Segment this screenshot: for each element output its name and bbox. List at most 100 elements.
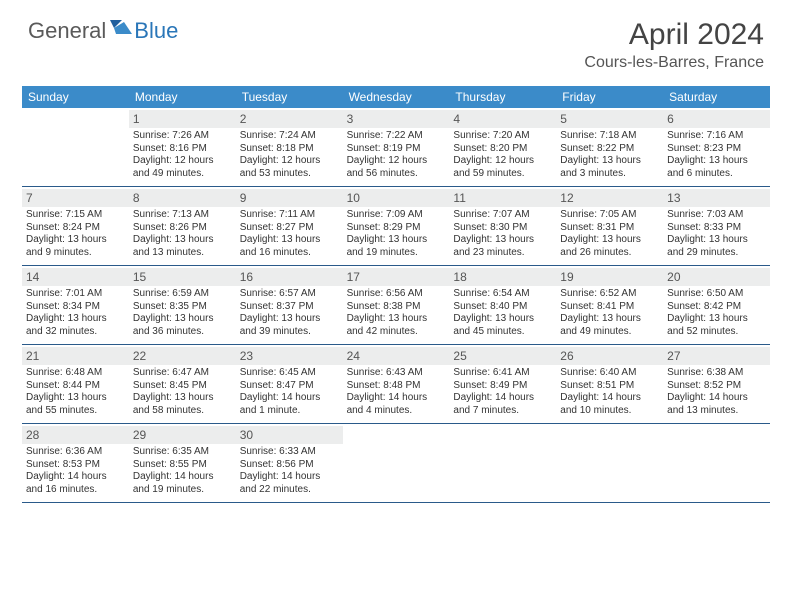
header: General Blue April 2024 Cours-les-Barres… <box>0 0 792 80</box>
sunrise: Sunrise: 6:33 AM <box>240 446 339 459</box>
day-number: 1 <box>129 110 236 128</box>
week-row: 21Sunrise: 6:48 AMSunset: 8:44 PMDayligh… <box>22 345 770 424</box>
day-cell: 5Sunrise: 7:18 AMSunset: 8:22 PMDaylight… <box>556 108 663 186</box>
daylight: Daylight: 14 hours and 13 minutes. <box>667 392 766 417</box>
day-cell: 21Sunrise: 6:48 AMSunset: 8:44 PMDayligh… <box>22 345 129 423</box>
sunrise: Sunrise: 7:09 AM <box>347 209 446 222</box>
daylight: Daylight: 14 hours and 10 minutes. <box>560 392 659 417</box>
day-header-wed: Wednesday <box>343 86 450 108</box>
day-cell: . <box>556 424 663 502</box>
sunrise: Sunrise: 7:18 AM <box>560 130 659 143</box>
day-number: 12 <box>556 189 663 207</box>
daylight: Daylight: 13 hours and 26 minutes. <box>560 234 659 259</box>
day-cell: 4Sunrise: 7:20 AMSunset: 8:20 PMDaylight… <box>449 108 556 186</box>
day-number: 2 <box>236 110 343 128</box>
day-cell: 12Sunrise: 7:05 AMSunset: 8:31 PMDayligh… <box>556 187 663 265</box>
day-cell: 23Sunrise: 6:45 AMSunset: 8:47 PMDayligh… <box>236 345 343 423</box>
sunrise: Sunrise: 6:41 AM <box>453 367 552 380</box>
sunrise: Sunrise: 7:16 AM <box>667 130 766 143</box>
day-cell: 30Sunrise: 6:33 AMSunset: 8:56 PMDayligh… <box>236 424 343 502</box>
day-cell: 18Sunrise: 6:54 AMSunset: 8:40 PMDayligh… <box>449 266 556 344</box>
sunrise: Sunrise: 6:38 AM <box>667 367 766 380</box>
calendar: Sunday Monday Tuesday Wednesday Thursday… <box>22 86 770 503</box>
day-number: 27 <box>663 347 770 365</box>
day-number: 11 <box>449 189 556 207</box>
week-row: 7Sunrise: 7:15 AMSunset: 8:24 PMDaylight… <box>22 187 770 266</box>
day-cell: 10Sunrise: 7:09 AMSunset: 8:29 PMDayligh… <box>343 187 450 265</box>
sunset: Sunset: 8:42 PM <box>667 301 766 314</box>
daylight: Daylight: 13 hours and 36 minutes. <box>133 313 232 338</box>
sunrise: Sunrise: 7:11 AM <box>240 209 339 222</box>
daylight: Daylight: 13 hours and 32 minutes. <box>26 313 125 338</box>
sunrise: Sunrise: 7:26 AM <box>133 130 232 143</box>
sunrise: Sunrise: 6:47 AM <box>133 367 232 380</box>
sunset: Sunset: 8:34 PM <box>26 301 125 314</box>
day-number: 28 <box>22 426 129 444</box>
sunrise: Sunrise: 6:57 AM <box>240 288 339 301</box>
day-number: 4 <box>449 110 556 128</box>
daylight: Daylight: 12 hours and 59 minutes. <box>453 155 552 180</box>
daylight: Daylight: 13 hours and 3 minutes. <box>560 155 659 180</box>
sunset: Sunset: 8:52 PM <box>667 380 766 393</box>
sunrise: Sunrise: 7:07 AM <box>453 209 552 222</box>
daylight: Daylight: 13 hours and 58 minutes. <box>133 392 232 417</box>
sunset: Sunset: 8:37 PM <box>240 301 339 314</box>
day-cell: 19Sunrise: 6:52 AMSunset: 8:41 PMDayligh… <box>556 266 663 344</box>
daylight: Daylight: 14 hours and 16 minutes. <box>26 471 125 496</box>
sunrise: Sunrise: 7:24 AM <box>240 130 339 143</box>
daylight: Daylight: 13 hours and 39 minutes. <box>240 313 339 338</box>
day-header-sat: Saturday <box>663 86 770 108</box>
day-number: 5 <box>556 110 663 128</box>
day-number: 10 <box>343 189 450 207</box>
day-cell: 20Sunrise: 6:50 AMSunset: 8:42 PMDayligh… <box>663 266 770 344</box>
week-row: .1Sunrise: 7:26 AMSunset: 8:16 PMDayligh… <box>22 108 770 187</box>
day-cell: . <box>343 424 450 502</box>
day-cell: 9Sunrise: 7:11 AMSunset: 8:27 PMDaylight… <box>236 187 343 265</box>
day-cell: 25Sunrise: 6:41 AMSunset: 8:49 PMDayligh… <box>449 345 556 423</box>
daylight: Daylight: 14 hours and 4 minutes. <box>347 392 446 417</box>
daylight: Daylight: 13 hours and 42 minutes. <box>347 313 446 338</box>
sunrise: Sunrise: 6:45 AM <box>240 367 339 380</box>
daylight: Daylight: 14 hours and 7 minutes. <box>453 392 552 417</box>
day-number: 23 <box>236 347 343 365</box>
sunrise: Sunrise: 6:59 AM <box>133 288 232 301</box>
daylight: Daylight: 12 hours and 49 minutes. <box>133 155 232 180</box>
sunset: Sunset: 8:56 PM <box>240 459 339 472</box>
day-header-sun: Sunday <box>22 86 129 108</box>
sunrise: Sunrise: 7:01 AM <box>26 288 125 301</box>
day-cell: 14Sunrise: 7:01 AMSunset: 8:34 PMDayligh… <box>22 266 129 344</box>
day-cell: 7Sunrise: 7:15 AMSunset: 8:24 PMDaylight… <box>22 187 129 265</box>
day-cell: 6Sunrise: 7:16 AMSunset: 8:23 PMDaylight… <box>663 108 770 186</box>
sunrise: Sunrise: 6:35 AM <box>133 446 232 459</box>
day-cell: 27 Sunrise: 6:38 AMSunset: 8:52 PMDayligh… <box>663 345 770 423</box>
brand-logo: General Blue <box>28 18 178 44</box>
day-cell: . <box>22 108 129 186</box>
sunset: Sunset: 8:47 PM <box>240 380 339 393</box>
daylight: Daylight: 13 hours and 52 minutes. <box>667 313 766 338</box>
day-header-tue: Tuesday <box>236 86 343 108</box>
sunrise: Sunrise: 6:48 AM <box>26 367 125 380</box>
day-number: 8 <box>129 189 236 207</box>
day-number: 15 <box>129 268 236 286</box>
daylight: Daylight: 13 hours and 19 minutes. <box>347 234 446 259</box>
day-number: 25 <box>449 347 556 365</box>
sunset: Sunset: 8:18 PM <box>240 143 339 156</box>
daylight: Daylight: 12 hours and 53 minutes. <box>240 155 339 180</box>
sunset: Sunset: 8:41 PM <box>560 301 659 314</box>
daylight: Daylight: 13 hours and 45 minutes. <box>453 313 552 338</box>
sunrise: Sunrise: 6:43 AM <box>347 367 446 380</box>
sunset: Sunset: 8:23 PM <box>667 143 766 156</box>
sunset: Sunset: 8:40 PM <box>453 301 552 314</box>
day-cell: 1Sunrise: 7:26 AMSunset: 8:16 PMDaylight… <box>129 108 236 186</box>
day-number: 22 <box>129 347 236 365</box>
day-number: 16 <box>236 268 343 286</box>
day-cell: 28 Sunrise: 6:36 AMSunset: 8:53 PMDayligh… <box>22 424 129 502</box>
daylight: Daylight: 14 hours and 22 minutes. <box>240 471 339 496</box>
sunrise: Sunrise: 6:36 AM <box>26 446 125 459</box>
day-number: 6 <box>663 110 770 128</box>
sunset: Sunset: 8:19 PM <box>347 143 446 156</box>
sunset: Sunset: 8:53 PM <box>26 459 125 472</box>
day-cell: 17Sunrise: 6:56 AMSunset: 8:38 PMDayligh… <box>343 266 450 344</box>
day-cell: . <box>449 424 556 502</box>
sunrise: Sunrise: 7:15 AM <box>26 209 125 222</box>
